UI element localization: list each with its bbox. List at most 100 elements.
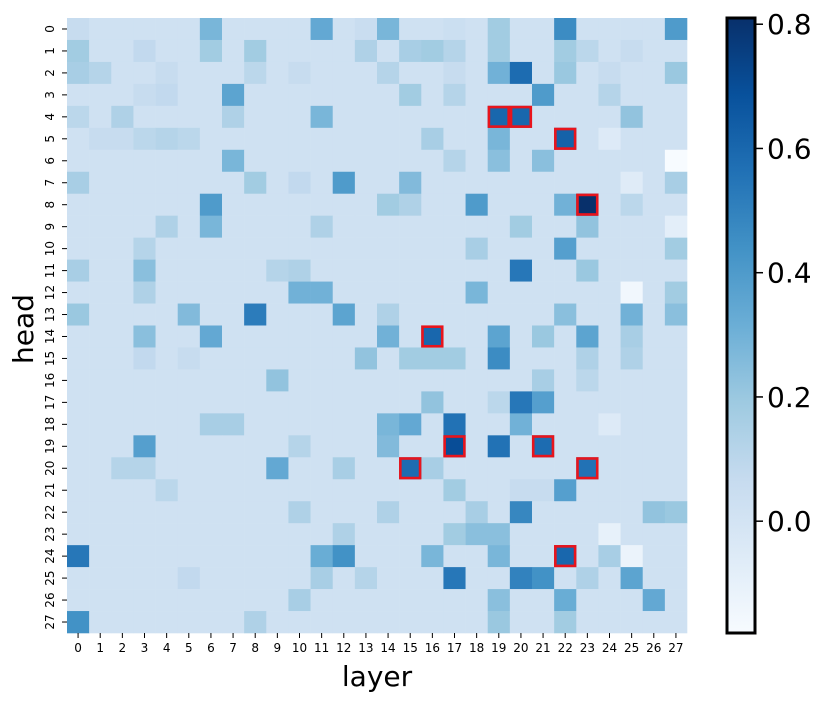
- heatmap-cell: [443, 457, 466, 480]
- heatmap-cell: [332, 149, 356, 173]
- heatmap-cell: [421, 347, 444, 370]
- heatmap-cell: [133, 83, 156, 107]
- heatmap-cell: [377, 545, 400, 568]
- heatmap-cell: [310, 325, 334, 348]
- heatmap-cell: [133, 523, 156, 546]
- heatmap-cell: [509, 259, 533, 282]
- heatmap-cell: [111, 171, 134, 195]
- heatmap-cell: [642, 127, 666, 151]
- heatmap-cell: [443, 105, 466, 129]
- heatmap-cell: [177, 457, 201, 480]
- heatmap-cell: [421, 83, 444, 107]
- heatmap-cell: [620, 83, 644, 107]
- heatmap-cell: [89, 281, 112, 304]
- y-tick-label: 1: [43, 47, 57, 55]
- heatmap-cell: [487, 303, 511, 326]
- heatmap-cell: [332, 347, 356, 370]
- heatmap-cell: [576, 435, 599, 458]
- heatmap-cell: [620, 611, 644, 634]
- heatmap-cell: [354, 237, 378, 260]
- heatmap-cell: [222, 457, 245, 480]
- heatmap-cell: [199, 171, 223, 195]
- heatmap-cell: [222, 39, 245, 63]
- heatmap-cell: [222, 479, 245, 502]
- heatmap-cell: [111, 413, 134, 436]
- heatmap-cell: [332, 259, 356, 282]
- heatmap-cell: [620, 457, 644, 480]
- heatmap-cell: [576, 457, 599, 480]
- heatmap-cell: [244, 149, 267, 173]
- heatmap-cell: [89, 127, 112, 151]
- heatmap-cell: [155, 501, 179, 524]
- heatmap-cell: [554, 391, 577, 414]
- heatmap-cell: [532, 83, 555, 107]
- heatmap-cell: [598, 149, 621, 173]
- colorbar-tick-label: 0.0: [767, 505, 812, 538]
- heatmap-cell: [642, 589, 666, 612]
- heatmap-cell: [155, 83, 179, 107]
- heatmap-cell: [377, 413, 400, 436]
- y-tick-label: 22: [43, 505, 57, 520]
- x-tick-label: 12: [336, 641, 351, 655]
- heatmap-cell: [399, 193, 422, 216]
- heatmap-cell: [576, 39, 599, 63]
- heatmap-cell: [288, 589, 311, 612]
- heatmap-cell: [155, 127, 179, 151]
- heatmap-cell: [266, 523, 289, 546]
- heatmap-cell: [89, 567, 112, 590]
- y-tick-label: 26: [43, 592, 57, 607]
- heatmap-cell: [509, 237, 533, 260]
- x-tick-label: 3: [141, 641, 149, 655]
- heatmap-cell: [177, 259, 201, 282]
- heatmap-cell: [509, 61, 533, 85]
- heatmap-cell: [443, 567, 466, 590]
- heatmap-cell: [664, 413, 688, 436]
- heatmap-cell: [421, 479, 444, 502]
- heatmap-cell: [332, 413, 356, 436]
- heatmap-cell: [421, 61, 444, 85]
- y-tick-label: 18: [43, 417, 57, 432]
- heatmap-cell: [266, 127, 289, 151]
- y-tick-label: 15: [43, 351, 57, 366]
- heatmap-cell: [598, 501, 621, 524]
- heatmap-cell: [310, 39, 334, 63]
- heatmap-cell: [576, 259, 599, 282]
- heatmap-cell: [620, 589, 644, 612]
- heatmap-cell: [487, 39, 511, 63]
- heatmap-cell: [532, 391, 555, 414]
- heatmap-cell: [177, 567, 201, 590]
- heatmap-cell: [332, 611, 356, 634]
- heatmap-cell: [443, 171, 466, 195]
- heatmap-cell: [598, 347, 621, 370]
- heatmap-cell: [487, 457, 511, 480]
- heatmap-cell: [155, 259, 179, 282]
- heatmap-cell: [288, 413, 311, 436]
- heatmap-cell: [532, 149, 555, 173]
- heatmap-cell: [354, 127, 378, 151]
- heatmap-cell: [354, 303, 378, 326]
- highlight-box: [576, 193, 599, 216]
- heatmap-cell: [465, 369, 489, 392]
- heatmap-cell: [487, 545, 511, 568]
- heatmap-cell: [288, 171, 311, 195]
- heatmap-cell: [177, 369, 201, 392]
- heatmap-cell: [266, 567, 289, 590]
- heatmap-cell: [310, 435, 334, 458]
- y-tick-label: 8: [43, 201, 57, 209]
- heatmap-cell: [310, 611, 334, 634]
- heatmap-cell: [244, 193, 267, 216]
- heatmap-cell: [67, 83, 90, 107]
- heatmap-cell: [133, 391, 156, 414]
- heatmap-cell: [664, 303, 688, 326]
- heatmap-cell: [421, 457, 444, 480]
- heatmap-cell: [532, 171, 555, 195]
- heatmap-cell: [399, 501, 422, 524]
- heatmap-cell: [642, 61, 666, 85]
- heatmap-cell: [288, 303, 311, 326]
- heatmap-cell: [399, 105, 422, 129]
- heatmap-cell: [487, 105, 511, 129]
- heatmap-cell: [642, 83, 666, 107]
- heatmap-cell: [199, 105, 223, 129]
- heatmap-cell: [532, 259, 555, 282]
